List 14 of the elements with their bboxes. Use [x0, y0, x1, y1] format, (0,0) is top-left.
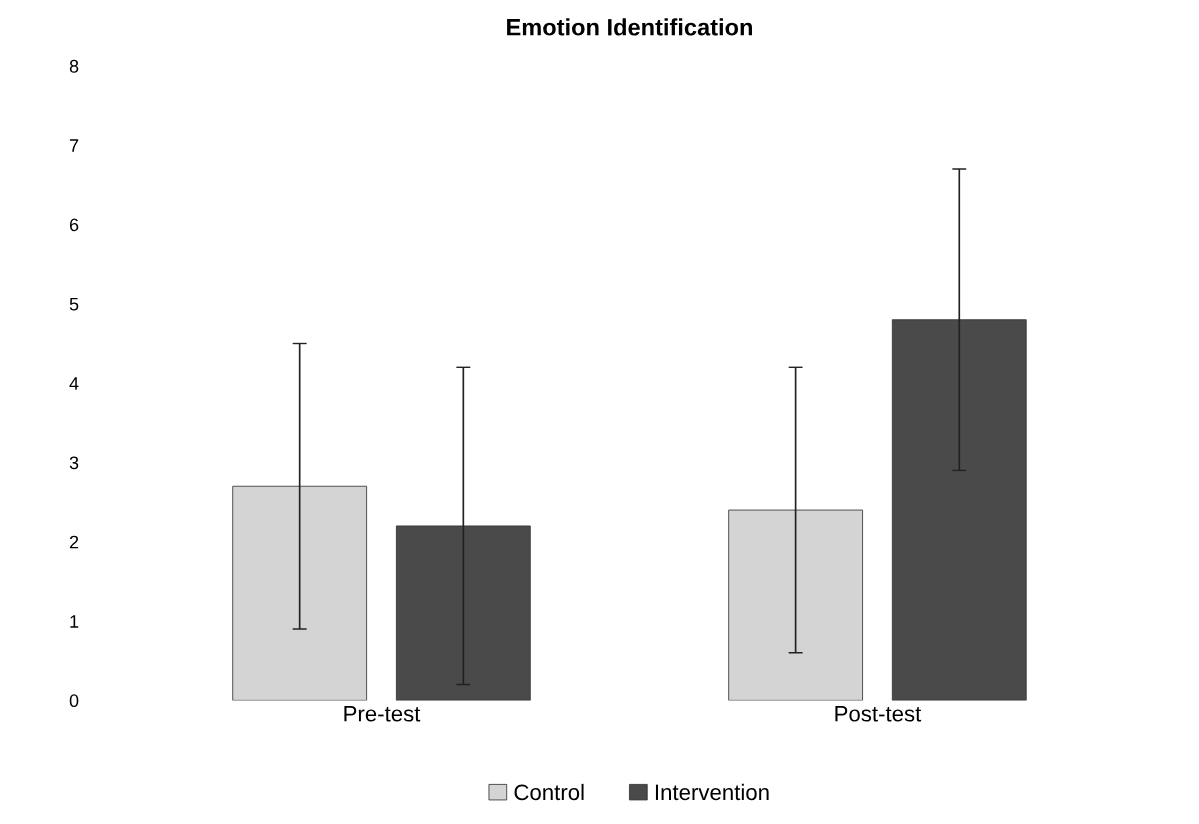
legend-label: Intervention: [655, 783, 769, 801]
y-tick-label: 4: [69, 377, 79, 390]
y-tick-label: 1: [70, 615, 79, 628]
y-tick-label: 3: [69, 456, 79, 470]
y-tick-label: 8: [69, 59, 79, 73]
y-tick-label: 0: [69, 694, 79, 708]
y-tick-label: 6: [69, 218, 79, 232]
y-tick-label: 7: [69, 139, 79, 152]
x-tick-label: Post-test: [835, 706, 922, 722]
y-tick-label: 5: [69, 297, 79, 311]
x-tick-label: Pre-test: [344, 706, 421, 722]
y-tick-label: 2: [69, 535, 79, 549]
chart-title: Emotion Identification: [507, 18, 752, 36]
legend-label: Control: [514, 783, 584, 801]
